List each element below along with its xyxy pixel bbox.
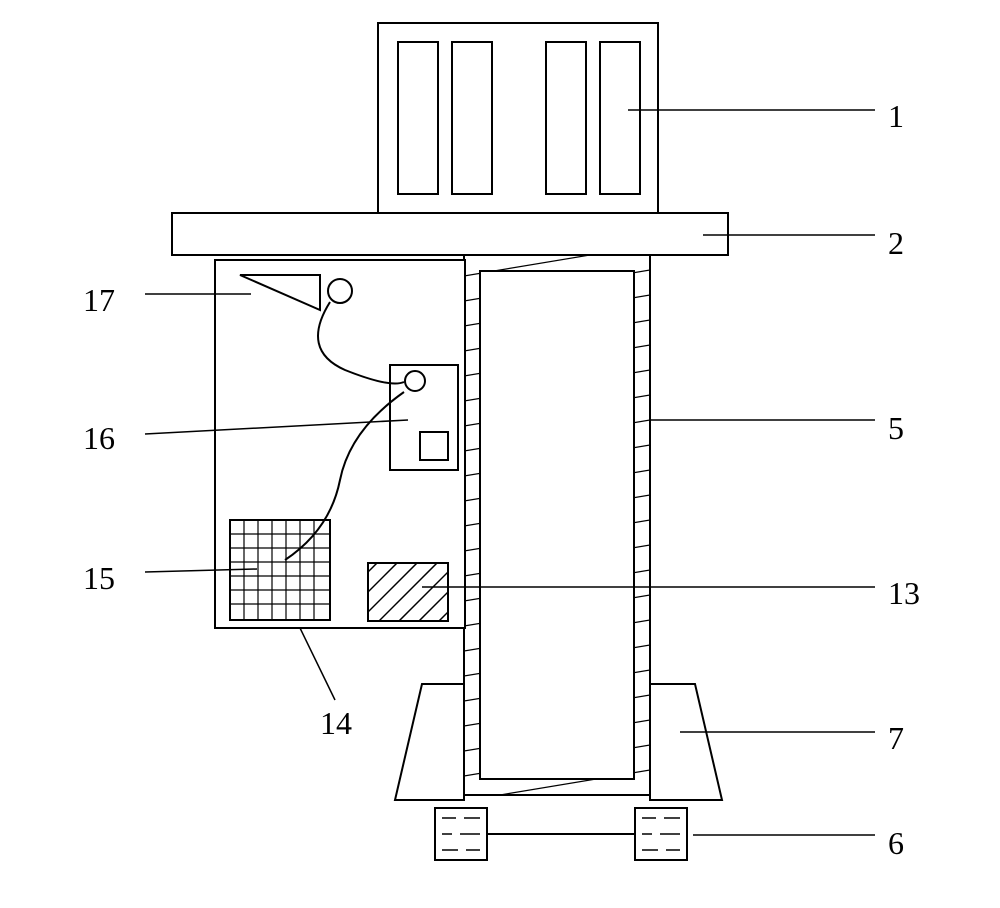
slot-1 [398,42,438,194]
trapezoid-right [650,684,722,800]
label-1: 1 [888,98,904,135]
trapezoid-left [395,684,464,800]
label-17: 17 [83,282,115,319]
slot-3 [546,42,586,194]
technical-diagram [0,0,1000,908]
label-15: 15 [83,560,115,597]
main-body-inner [480,271,634,779]
label-5: 5 [888,410,904,447]
slot-4 [600,42,640,194]
main-body [464,255,650,795]
leader-14 [300,628,335,700]
label-16: 16 [83,420,115,457]
label-2: 2 [888,225,904,262]
top-unit-box [378,23,658,213]
platform [172,213,728,255]
label-6: 6 [888,825,904,862]
label-13: 13 [888,575,920,612]
main-body-hatching [440,240,680,830]
label-7: 7 [888,720,904,757]
slot-2 [452,42,492,194]
label-14: 14 [320,705,352,742]
